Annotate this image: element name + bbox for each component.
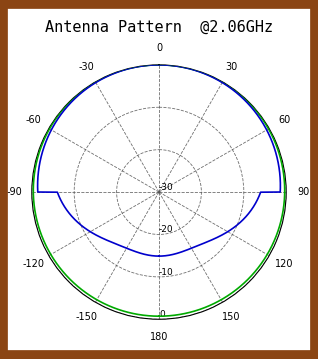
Text: Antenna Pattern  @2.06GHz: Antenna Pattern @2.06GHz (45, 19, 273, 34)
